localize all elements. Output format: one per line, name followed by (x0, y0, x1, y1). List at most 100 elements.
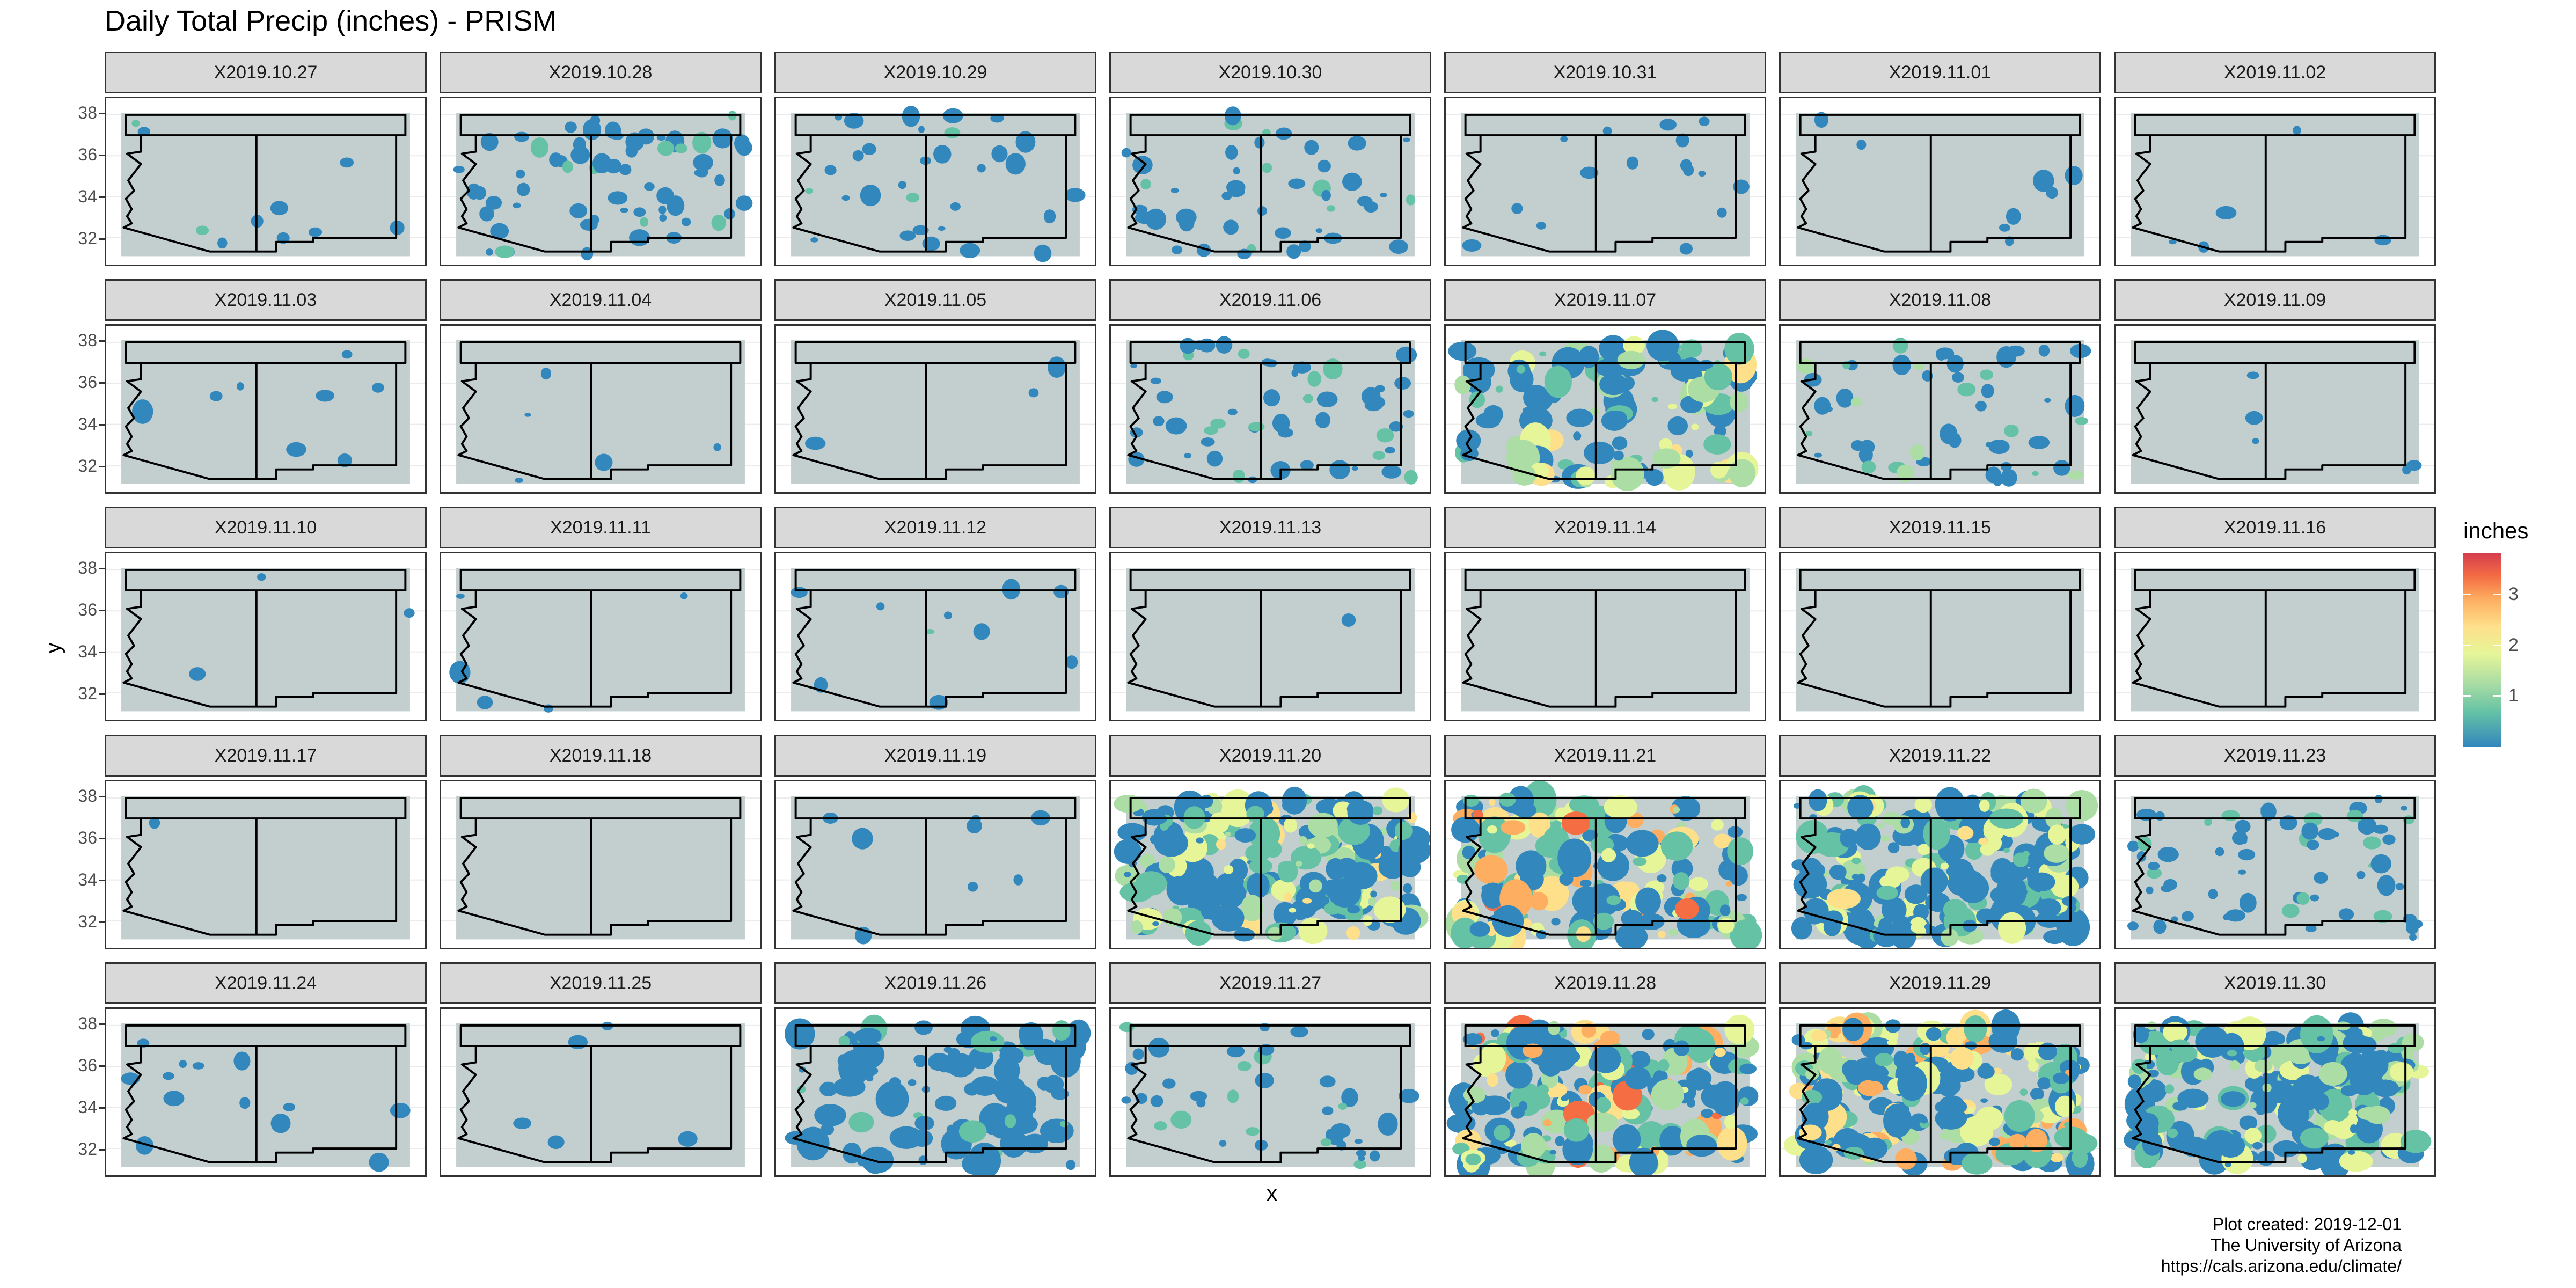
precip-cell (1948, 433, 1962, 448)
state-outline (1462, 1024, 1746, 1163)
precip-cell (805, 188, 813, 194)
precip-cell (2222, 914, 2230, 920)
precip-cell (337, 453, 353, 467)
facet-strip-label: X2019.11.05 (774, 279, 1096, 321)
precip-cell (217, 237, 228, 249)
precip-cell (562, 160, 573, 173)
precip-cell (2044, 844, 2069, 863)
precip-cell (1935, 347, 1955, 360)
precip-cell (1316, 391, 1338, 407)
precip-cell (1936, 1101, 1944, 1107)
precip-cell (1880, 835, 1891, 841)
facet-map-panel (440, 1007, 762, 1177)
facet-map-panel (105, 780, 427, 949)
precip-cell (2235, 819, 2251, 833)
precip-cell (1225, 831, 1232, 837)
precip-cell (2356, 870, 2366, 879)
precip-cell (2369, 1019, 2397, 1037)
precip-cell (1711, 819, 1724, 831)
precip-cell (1617, 881, 1640, 899)
precip-cell (958, 1120, 987, 1143)
precip-cell (2027, 872, 2055, 892)
y-tick-label: 34 (78, 870, 97, 890)
facet-panel: X2019.11.22 (1779, 735, 2101, 949)
precip-cell (1606, 895, 1621, 905)
facet-strip-label: X2019.11.07 (1444, 279, 1766, 321)
facet-panel: X2019.11.05 (774, 279, 1096, 494)
precip-cell (1557, 838, 1592, 877)
facet-map (2116, 568, 2434, 712)
facet-strip-label: X2019.10.31 (1444, 52, 1766, 93)
precip-cell (1132, 1048, 1144, 1060)
precip-cell (619, 164, 632, 175)
precip-cell (2163, 1022, 2187, 1043)
precip-cell (2306, 839, 2319, 850)
precip-cell (2164, 1084, 2175, 1094)
precip-cell (1579, 166, 1599, 179)
precip-cell (1887, 1039, 1898, 1046)
precip-cell (371, 383, 384, 393)
facet-map (1446, 781, 1765, 948)
precip-cell (1226, 1045, 1245, 1058)
precip-cell (1004, 1114, 1016, 1128)
facet-map (776, 568, 1095, 712)
precip-cell (1511, 203, 1523, 214)
precip-cell (1293, 361, 1312, 374)
precip-cell (2256, 1106, 2266, 1115)
precip-cell (1725, 881, 1733, 887)
facet-map (106, 1023, 425, 1172)
precip-cell (1699, 116, 1710, 126)
precip-cell (1037, 1076, 1051, 1091)
legend-tick-mark (2463, 593, 2471, 595)
facet-panel: X2019.10.31 (1444, 52, 1766, 266)
facet-map (106, 113, 425, 257)
precip-cell (1067, 1019, 1091, 1046)
facet-strip-label: X2019.11.13 (1109, 507, 1431, 548)
precip-cell (848, 1111, 874, 1133)
precip-cell (914, 1116, 934, 1131)
precip-cell (1680, 357, 1702, 379)
facet-panel: X2019.11.08 (1779, 279, 2101, 494)
precip-cell (1005, 153, 1026, 175)
precip-cell (1589, 407, 1600, 415)
precip-cell (2260, 806, 2268, 812)
precip-cell (1611, 457, 1644, 492)
facet-strip-label: X2019.10.30 (1109, 52, 1431, 93)
precip-cell (1975, 400, 1987, 412)
precip-cell (2238, 848, 2256, 861)
facet-map (2116, 795, 2434, 941)
legend-tick-label: 1 (2508, 685, 2519, 706)
y-tick-label: 36 (78, 828, 97, 848)
facet-strip-label: X2019.11.30 (2114, 962, 2436, 1004)
precip-cell (2003, 847, 2010, 853)
precip-cell (1329, 460, 1350, 479)
facet-map-panel (1109, 97, 1431, 266)
precip-cell (179, 1059, 187, 1068)
facet-panel: X2019.11.26 (774, 962, 1096, 1177)
state-outline (122, 568, 407, 708)
y-tick-label: 32 (78, 229, 97, 248)
precip-cell (1970, 819, 1979, 829)
facet-map (776, 105, 1095, 262)
precip-cell (2068, 470, 2083, 480)
state-outline (1127, 1024, 1411, 1163)
precip-cell (1896, 464, 1915, 482)
precip-cell (680, 592, 688, 599)
precip-cell (2356, 1050, 2389, 1080)
facet-map (1111, 786, 1430, 946)
precip-cell (1651, 1079, 1685, 1111)
precip-cell (1883, 1103, 1912, 1138)
precip-cell (1223, 865, 1234, 874)
legend-tick-label: 2 (2508, 634, 2519, 655)
facet-panel: X2019.11.29 (1779, 962, 2101, 1177)
precip-cell (1740, 1097, 1749, 1105)
precip-cell (2406, 460, 2422, 471)
precip-cell (1225, 145, 1238, 160)
precip-cell (1019, 1022, 1044, 1049)
y-tick-mark (99, 113, 105, 115)
precip-cell (1385, 447, 1395, 454)
precip-cell (549, 152, 562, 167)
precip-cell (1216, 839, 1226, 850)
precip-cell (1999, 223, 2010, 232)
precip-cell (1687, 1098, 1696, 1108)
